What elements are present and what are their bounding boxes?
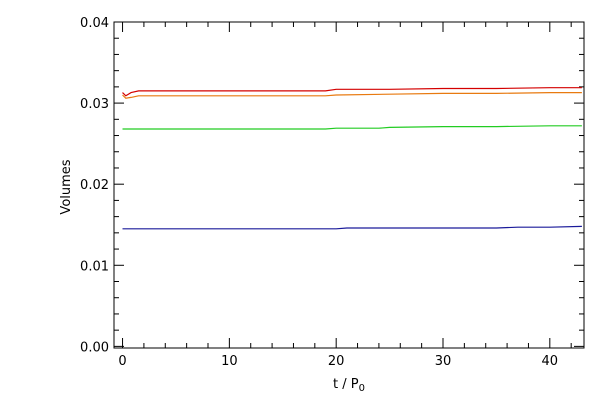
plot-frame [113,21,585,349]
series-line-4 [122,225,582,230]
x-tick-label: 0 [118,354,126,369]
y-tick-label: 0.01 [80,259,109,274]
x-axis-label-main: t / P [333,377,359,392]
y-tick-label: 0.03 [80,97,109,112]
y-axis-label: Volumes [59,159,74,214]
y-axis-ticks: 0.00 0.01 0.02 0.03 0.04 [80,16,584,355]
y-tick-label: 0.04 [80,16,109,31]
series-line-1 [122,87,582,97]
series-line-3 [122,125,582,130]
series-line-2 [122,91,582,99]
x-axis-label: t / P0 [333,377,365,394]
y-tick-label: 0.02 [80,178,109,193]
x-axis-ticks: 0 10 20 30 40 [118,22,572,369]
x-tick-label: 40 [542,354,559,369]
series-layer [122,87,582,230]
y-tick-label: 0.00 [80,340,109,355]
x-tick-label: 10 [221,354,238,369]
x-axis-label-subscript: 0 [359,383,365,394]
x-tick-label: 30 [435,354,452,369]
x-tick-label: 20 [328,354,345,369]
